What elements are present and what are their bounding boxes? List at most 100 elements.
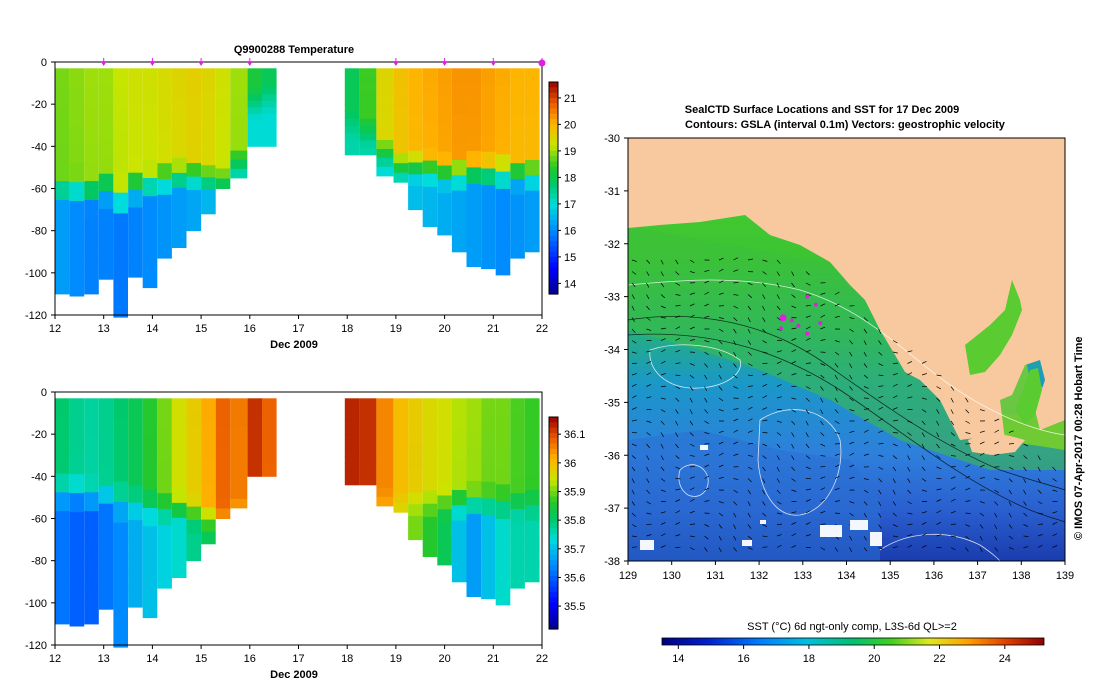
heatmap-cell [510, 194, 525, 212]
heatmap-cell [466, 183, 482, 201]
heatmap-cell [451, 83, 467, 100]
velocity-vector [791, 409, 796, 413]
heatmap-cell [230, 141, 248, 151]
velocity-vector [863, 328, 868, 334]
heatmap-cell [142, 178, 158, 197]
velocity-vector [762, 340, 767, 344]
velocity-vector [979, 501, 985, 504]
velocity-vector [747, 466, 753, 470]
colorbar-segment [549, 113, 558, 120]
velocity-vector [704, 524, 710, 527]
velocity-vector [907, 544, 913, 548]
velocity-vector [950, 535, 956, 538]
x-tick-label: 17 [292, 653, 304, 665]
heatmap-cell [359, 104, 377, 112]
velocity-vector [979, 464, 985, 468]
heatmap-cell [525, 428, 540, 445]
velocity-vector [805, 499, 811, 502]
heatmap-cell [98, 208, 114, 227]
velocity-vector [965, 524, 971, 527]
heatmap-cell [510, 115, 525, 133]
heatmap-cell [55, 162, 70, 182]
velocity-vector [762, 282, 766, 288]
heatmap-cell [510, 461, 525, 478]
velocity-vector [776, 372, 782, 376]
colorbar-segment [549, 560, 558, 566]
heatmap-cell [525, 68, 540, 85]
heatmap-cell [393, 407, 409, 418]
heatmap-cell [215, 108, 231, 119]
velocity-vector [675, 374, 681, 377]
heatmap-cell [247, 437, 262, 445]
velocity-vector [878, 374, 884, 377]
heatmap-cell [84, 586, 99, 606]
velocity-vector [631, 340, 637, 344]
y-tick-label: -20 [31, 99, 47, 111]
heatmap-cell [481, 185, 496, 203]
velocity-vector [718, 317, 724, 320]
velocity-vector [733, 281, 739, 284]
profile-marker-arrow [393, 62, 399, 66]
heatmap-cell [393, 417, 409, 428]
velocity-vector [733, 305, 739, 309]
velocity-vector [733, 386, 739, 389]
heatmap-cell [157, 524, 172, 542]
x-tick-label: 15 [195, 653, 207, 665]
heatmap-cell [408, 162, 423, 175]
velocity-vector [733, 524, 737, 530]
velocity-vector [762, 512, 767, 517]
map-x-axis: 129 130 131 132 133 134 135 136 137 138 139 [619, 561, 1074, 582]
heatmap-cell [201, 141, 216, 154]
velocity-vector [994, 535, 998, 541]
heatmap-cell [113, 192, 128, 214]
velocity-vector [820, 420, 824, 426]
velocity-vector [776, 259, 781, 264]
heatmap-cell [230, 471, 248, 481]
heatmap-cell [376, 166, 394, 177]
velocity-vector [704, 397, 708, 403]
heatmap-cell [376, 479, 394, 489]
x-tick-label: 19 [390, 323, 402, 335]
velocity-vector [1008, 535, 1014, 540]
heatmap-cell [201, 398, 216, 411]
colorbar-tick-label: 14 [564, 278, 576, 290]
velocity-vector [704, 453, 710, 456]
heatmap-cell [344, 97, 360, 105]
heatmap-cell [171, 413, 187, 429]
velocity-vector [965, 475, 971, 479]
colorbar-tick-label: 36.1 [564, 429, 585, 441]
heatmap-cell [186, 506, 202, 521]
heatmap-cell [69, 125, 85, 145]
velocity-vector [936, 420, 940, 426]
velocity-vector [892, 432, 899, 434]
cloud-patch [640, 540, 654, 550]
velocity-vector [863, 478, 869, 481]
heatmap-cell [422, 543, 438, 557]
heatmap-cell [157, 556, 172, 573]
heatmap-cell [262, 126, 277, 134]
heatmap-cell [171, 443, 187, 459]
heatmap-cell [510, 477, 525, 494]
cloud-mask-patches [640, 445, 882, 550]
velocity-vector [1008, 466, 1014, 470]
heatmap-cell [393, 445, 409, 456]
velocity-vector [950, 465, 956, 468]
heatmap-cell [186, 466, 202, 480]
velocity-vector [704, 487, 710, 491]
heatmap-cell [344, 448, 360, 457]
velocity-vector [689, 523, 696, 525]
heatmap-cell [422, 398, 438, 412]
gsla-contour-2 [628, 316, 1065, 491]
heatmap-cell [69, 607, 85, 627]
heatmap-cell [98, 433, 114, 452]
velocity-vector [718, 476, 724, 479]
velocity-vector [776, 489, 781, 494]
velocity-vector [675, 294, 681, 296]
heatmap-cell [376, 140, 394, 150]
heatmap-cell [230, 150, 248, 161]
colorbar-segment [549, 219, 558, 226]
map-x-tick-label: 132 [750, 570, 768, 582]
velocity-vector [689, 363, 695, 366]
heatmap-cell [215, 408, 231, 419]
velocity-vector [907, 384, 913, 387]
